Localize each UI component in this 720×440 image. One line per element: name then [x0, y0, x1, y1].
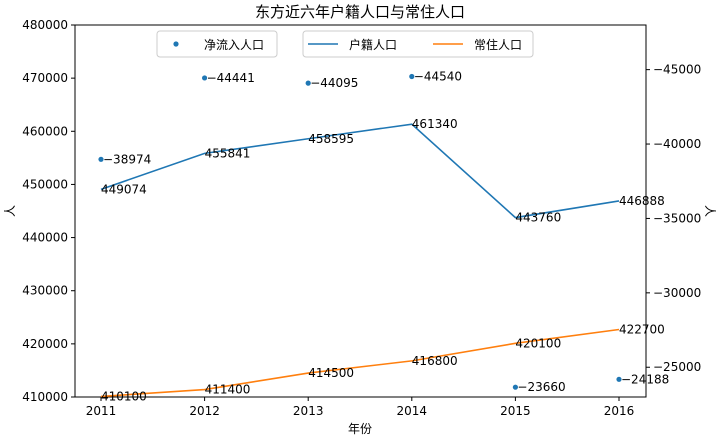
legend-box-scatter	[156, 30, 278, 58]
left-tick-label: 410000	[22, 390, 68, 404]
data-label: 411400	[205, 383, 251, 397]
legend-label: 常住人口	[474, 38, 522, 52]
data-label: −23660	[517, 380, 565, 394]
left-y-axis: 410000 420000 430000 440000 450000 460000 4700…	[22, 18, 75, 404]
x-tick-label: 2012	[189, 404, 220, 418]
data-label: 455841	[205, 146, 251, 160]
scatter-point	[512, 384, 519, 390]
series-line	[100, 123, 620, 219]
series-layer: −38974 −44441 −44095 −44540 −23660 −24188 4490…	[98, 69, 669, 403]
scatter-point	[616, 376, 622, 382]
left-tick-label: 430000	[22, 284, 68, 298]
data-label: 446888	[619, 194, 665, 208]
x-tick-label: 2011	[86, 404, 117, 418]
left-tick-label: 470000	[22, 71, 68, 85]
right-tick-label: −25000	[653, 360, 701, 374]
data-label: 443760	[515, 211, 561, 225]
x-tick-label: 2015	[500, 404, 531, 418]
legend-label: 户籍人口	[349, 37, 397, 52]
left-y-axis-label: 人	[3, 205, 17, 217]
right-tick-label: −30000	[653, 286, 701, 300]
right-y-axis: −25000 −30000 −35000 −40000 −45000	[646, 63, 701, 374]
scatter-point	[305, 80, 311, 86]
legend-box-lines	[302, 30, 534, 58]
right-tick-label: −40000	[653, 137, 701, 151]
data-label: −44540	[414, 69, 462, 83]
x-tick-label: 2014	[397, 404, 428, 418]
data-label: 416800	[412, 354, 458, 368]
data-label: 422700	[619, 323, 665, 337]
plot-area-frame	[74, 24, 647, 398]
data-label: 414500	[308, 366, 354, 380]
right-tick-label: −45000	[653, 63, 701, 77]
left-tick-label: 480000	[22, 18, 68, 32]
data-label: −24188	[621, 372, 669, 386]
scatter-point	[409, 73, 415, 80]
left-tick-label: 450000	[22, 177, 68, 191]
series-常住人口: 410100 411400 414500 416800 420100 422700	[100, 323, 665, 403]
right-tick-label: −35000	[653, 211, 701, 225]
legend-marker	[173, 41, 179, 47]
data-label: 461340	[412, 117, 458, 131]
x-tick-label: 2013	[293, 404, 324, 418]
scatter-point	[202, 75, 208, 81]
left-tick-label: 420000	[22, 337, 68, 351]
data-label: −38974	[103, 152, 151, 166]
scatter-point	[98, 156, 104, 162]
legend: 净流入人口 户籍人口 常住人口	[156, 30, 534, 58]
left-tick-label: 460000	[22, 124, 68, 138]
series-户籍人口: 449074 455841 458595 461340 443760 446888	[100, 117, 665, 225]
data-label: −44095	[310, 76, 358, 90]
left-tick-label: 440000	[22, 231, 68, 245]
data-label: 420100	[515, 336, 561, 350]
data-label: −44441	[207, 71, 255, 85]
x-axis-label: 年份	[348, 422, 372, 436]
right-y-axis-label: 人	[703, 205, 717, 217]
data-label: 410100	[101, 389, 147, 403]
legend-label: 净流入人口	[204, 38, 264, 52]
x-axis: 2011 2012 2013 2014 2015 2016	[86, 397, 635, 418]
x-tick-label: 2016	[604, 404, 635, 418]
series-净流入人口: −38974 −44441 −44095 −44540 −23660 −24188	[98, 69, 669, 394]
chart-title: 东方近六年户籍人口与常住人口	[255, 3, 465, 21]
series-line	[100, 328, 620, 398]
data-label: 458595	[308, 132, 354, 146]
data-label: 449074	[101, 182, 147, 196]
